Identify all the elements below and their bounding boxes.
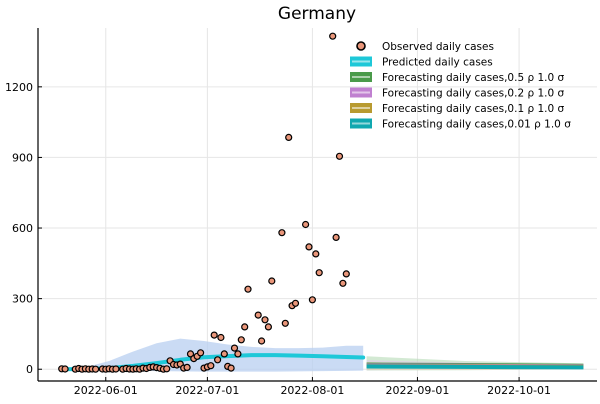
observed-point <box>254 311 262 319</box>
observed-point <box>197 349 205 357</box>
observed-point <box>342 270 350 278</box>
observed-point <box>183 363 191 371</box>
forecast-line-3 <box>366 364 584 370</box>
x-tick-label: 2022-10-01 <box>487 384 551 397</box>
observed-point <box>261 316 269 324</box>
observed-point <box>291 299 300 307</box>
observed-point <box>217 333 225 342</box>
observed-point <box>237 336 245 344</box>
y-tick-label: 0 <box>26 363 33 376</box>
legend-label-0: Observed daily cases <box>382 41 494 53</box>
legend-label-2: Forecasting daily cases,0.5 ρ 1.0 σ <box>382 72 565 84</box>
chart-title: Germany <box>278 4 356 24</box>
observed-point <box>234 350 242 358</box>
observed-point <box>305 243 313 251</box>
observed-point <box>264 323 272 331</box>
x-tick-label: 2022-07-01 <box>175 384 239 397</box>
observed-point <box>230 344 239 352</box>
observed-point <box>244 285 252 293</box>
legend: Observed daily cases Predicted daily case… <box>350 41 571 131</box>
legend-marker-observed <box>356 41 366 51</box>
observed-point <box>210 331 218 339</box>
observed-point <box>207 362 215 370</box>
observed-point <box>312 250 320 258</box>
observed-point <box>302 220 310 229</box>
observed-point <box>308 296 316 304</box>
y-tick-label: 300 <box>12 293 33 306</box>
x-tick-label: 2022-06-01 <box>74 384 138 397</box>
observed-point <box>112 365 120 373</box>
observed-point <box>227 364 235 372</box>
observed-point <box>285 133 293 141</box>
observed-point <box>61 365 69 373</box>
observed-point <box>335 152 344 160</box>
observed-point <box>91 365 100 373</box>
observed-point <box>258 337 266 345</box>
legend-label-3: Forecasting daily cases,0.2 ρ 1.0 σ <box>382 88 565 100</box>
y-tick-label: 600 <box>12 222 33 235</box>
legend-label-5: Forecasting daily cases,0.01 ρ 1.0 σ <box>382 119 571 131</box>
observed-point <box>332 233 340 241</box>
y-tick-label: 900 <box>12 151 33 164</box>
observed-point <box>278 229 286 237</box>
observed-point <box>339 279 347 287</box>
observed-point <box>315 269 323 277</box>
axis-layer: 2022-06-01 2022-07-01 2022-08-01 2022-09-01… <box>5 28 597 397</box>
x-tick-label: 2022-08-01 <box>280 384 344 397</box>
observed-point <box>214 356 222 364</box>
x-tick-label: 2022-09-01 <box>385 384 449 397</box>
observed-point <box>329 32 337 40</box>
legend-label-4: Forecasting daily cases,0.1 ρ 1.0 σ <box>382 103 565 115</box>
observed-point <box>241 323 249 331</box>
observed-point <box>163 365 171 373</box>
y-tick-label: 1200 <box>5 81 33 94</box>
observed-point <box>268 277 276 285</box>
observed-point <box>220 350 228 358</box>
legend-label-1: Predicted daily cases <box>382 57 493 69</box>
point-layer <box>58 32 350 373</box>
observed-point <box>281 319 289 327</box>
observed-point <box>186 350 195 358</box>
